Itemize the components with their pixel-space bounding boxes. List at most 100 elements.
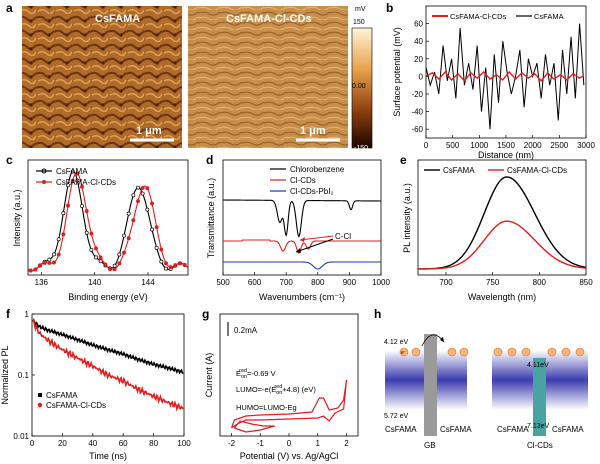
- label-csfama-1: CsFAMA: [385, 425, 417, 434]
- e-xtick-label-1: 750: [486, 278, 500, 287]
- ticks-g: -2 -1 0 1 2: [228, 433, 349, 448]
- xlabel-c: Binding energy (eV): [68, 292, 148, 302]
- marker-c-0: [154, 245, 159, 250]
- b-ytick-label-2: -20: [411, 90, 423, 99]
- scalebar-right-label: 1 μm: [300, 125, 326, 137]
- marker-c-1: [84, 209, 89, 214]
- eq-lumo: LUMO=-e(Eonred+4.8) (eV): [236, 384, 316, 396]
- level-upper-cds: 4.11eV: [527, 362, 549, 369]
- ticks-c: 136 140 144: [35, 272, 155, 287]
- arrow-c-cl-black: [295, 238, 334, 253]
- colorbar-min: -150: [354, 145, 368, 152]
- c-xtick-label-2: 144: [141, 278, 155, 287]
- xlabel-b: Distance (nm): [478, 150, 534, 160]
- marker-c-0: [75, 178, 80, 183]
- marker-c-1: [75, 171, 80, 176]
- plot-g-lines: [230, 379, 348, 433]
- e-xtick-label-3: 850: [579, 278, 593, 287]
- series-e-1: [417, 220, 587, 270]
- afm-image-csfama: [22, 6, 182, 148]
- panel-f: f 0 20 40 60 80 100 0.01 0.1 1 Time (ns) Normali…: [0, 307, 191, 461]
- d-xtick-label-4: 900: [343, 278, 357, 287]
- marker-c-1: [38, 263, 42, 268]
- legend-f-marker-2: [37, 402, 43, 408]
- marker-c-0: [150, 227, 154, 232]
- xlabel-g: Potential (V) vs. Ag/AgCl: [240, 451, 339, 461]
- marker-c-1: [61, 232, 66, 237]
- electrons-left: [399, 347, 469, 357]
- plot-c-lines: [27, 169, 188, 273]
- level-lower-cds: 7.13eV: [527, 423, 550, 430]
- f-xtick-label-0: 0: [30, 439, 35, 448]
- colorbar: [351, 27, 373, 149]
- ticks-f: 0 20 40 60 80 100 0.01 0.1 1: [13, 310, 191, 448]
- colorbar-mid: 0.00: [352, 83, 366, 90]
- marker-c-0: [159, 259, 164, 264]
- marker-c-1: [28, 268, 33, 273]
- panel-letter-h: h: [374, 307, 381, 321]
- eq-eon: Eonred=-0.69 V: [236, 368, 276, 380]
- ylabel-d: Transmittance (a.u.): [206, 178, 216, 258]
- ylabel-b: Surface potential (mV): [392, 27, 402, 117]
- colorbar-max: 150: [353, 19, 365, 26]
- b-ytick-label-4: 20: [414, 55, 423, 64]
- series-g-cv: [230, 379, 348, 429]
- marker-c-0: [112, 263, 117, 268]
- marker-c-1: [178, 261, 182, 266]
- marker-c-1: [164, 261, 168, 266]
- marker-c-1: [159, 247, 164, 252]
- panel-d: d 500 600 700 800 900 1000 Wavenumbers (cm⁻¹)…: [206, 153, 390, 302]
- legend-e-label-1: CsFAMA: [443, 166, 475, 175]
- marker-c-1: [154, 225, 159, 230]
- d-xtick-label-1: 600: [248, 278, 262, 287]
- panel-c: c 136 140 144 Binding energy (eV) Intensit…: [6, 153, 189, 302]
- marker-c-1: [108, 267, 112, 272]
- afm-image-csfama-cl-cds: [188, 6, 348, 148]
- f-xtick-label-3: 60: [119, 439, 128, 448]
- electron-symbol: e⁻: [401, 350, 407, 356]
- marker-c-0: [70, 169, 75, 174]
- panel-letter-e: e: [400, 153, 407, 167]
- afm-label-right: CsFAMA-Cl-CDs: [226, 13, 312, 25]
- marker-c-0: [56, 237, 61, 242]
- e-xtick-label-0: 700: [439, 278, 453, 287]
- marker-c-0: [61, 211, 66, 216]
- marker-c-0: [98, 259, 103, 264]
- b-xtick-label-6: 3000: [577, 141, 595, 150]
- f-xtick-label-2: 40: [88, 439, 97, 448]
- legend-f-label-1: CsFAMA: [46, 391, 78, 400]
- marker-c-0: [47, 257, 52, 262]
- marker-c-1: [131, 218, 136, 223]
- ticks-e: 700 750 800 850: [439, 272, 593, 287]
- b-xtick-label-3: 1500: [497, 141, 515, 150]
- ylabel-e: PL intensity (a.u.): [402, 183, 412, 253]
- g-xtick-label-2: 0: [287, 439, 292, 448]
- b-xtick-label-1: 500: [446, 141, 460, 150]
- b-xtick-label-2: 1000: [470, 141, 488, 150]
- label-cl-cds: Cl-CDs: [527, 441, 553, 450]
- marker-c-0: [117, 252, 122, 257]
- label-csfama-4: CsFAMA: [552, 425, 584, 434]
- plot-b-lines: [425, 23, 585, 130]
- f-xtick-label-4: 80: [149, 439, 158, 448]
- b-ytick-label-3: 0: [419, 72, 424, 81]
- ylabel-f: Normalized PL: [0, 345, 10, 404]
- marker-c-1: [173, 263, 178, 268]
- eq-humo: HUMO=LUMO-Eg: [236, 403, 297, 412]
- marker-c-1: [150, 201, 154, 206]
- series-e-0: [417, 176, 587, 270]
- grain-boundary-bar: [424, 334, 437, 436]
- legend-f-marker-1: [38, 393, 42, 397]
- series-f-0: [32, 318, 184, 375]
- marker-c-0: [89, 247, 94, 252]
- label-csfama-3: CsFAMA: [497, 425, 529, 434]
- marker-c-0: [122, 233, 126, 238]
- f-xtick-label-1: 20: [58, 439, 67, 448]
- b-ytick-label-5: 40: [414, 37, 423, 46]
- scalebar-left-label: 1 μm: [136, 125, 162, 137]
- marker-c-1: [70, 178, 75, 183]
- f-ytick-label-1: 0.1: [18, 371, 30, 380]
- plot-d-lines: [222, 199, 382, 270]
- panel-a: a CsFAMA CsFAMA-Cl-CDs 1 μm 1 μm mV 150 …: [6, 1, 373, 152]
- marker-c-1: [112, 267, 117, 272]
